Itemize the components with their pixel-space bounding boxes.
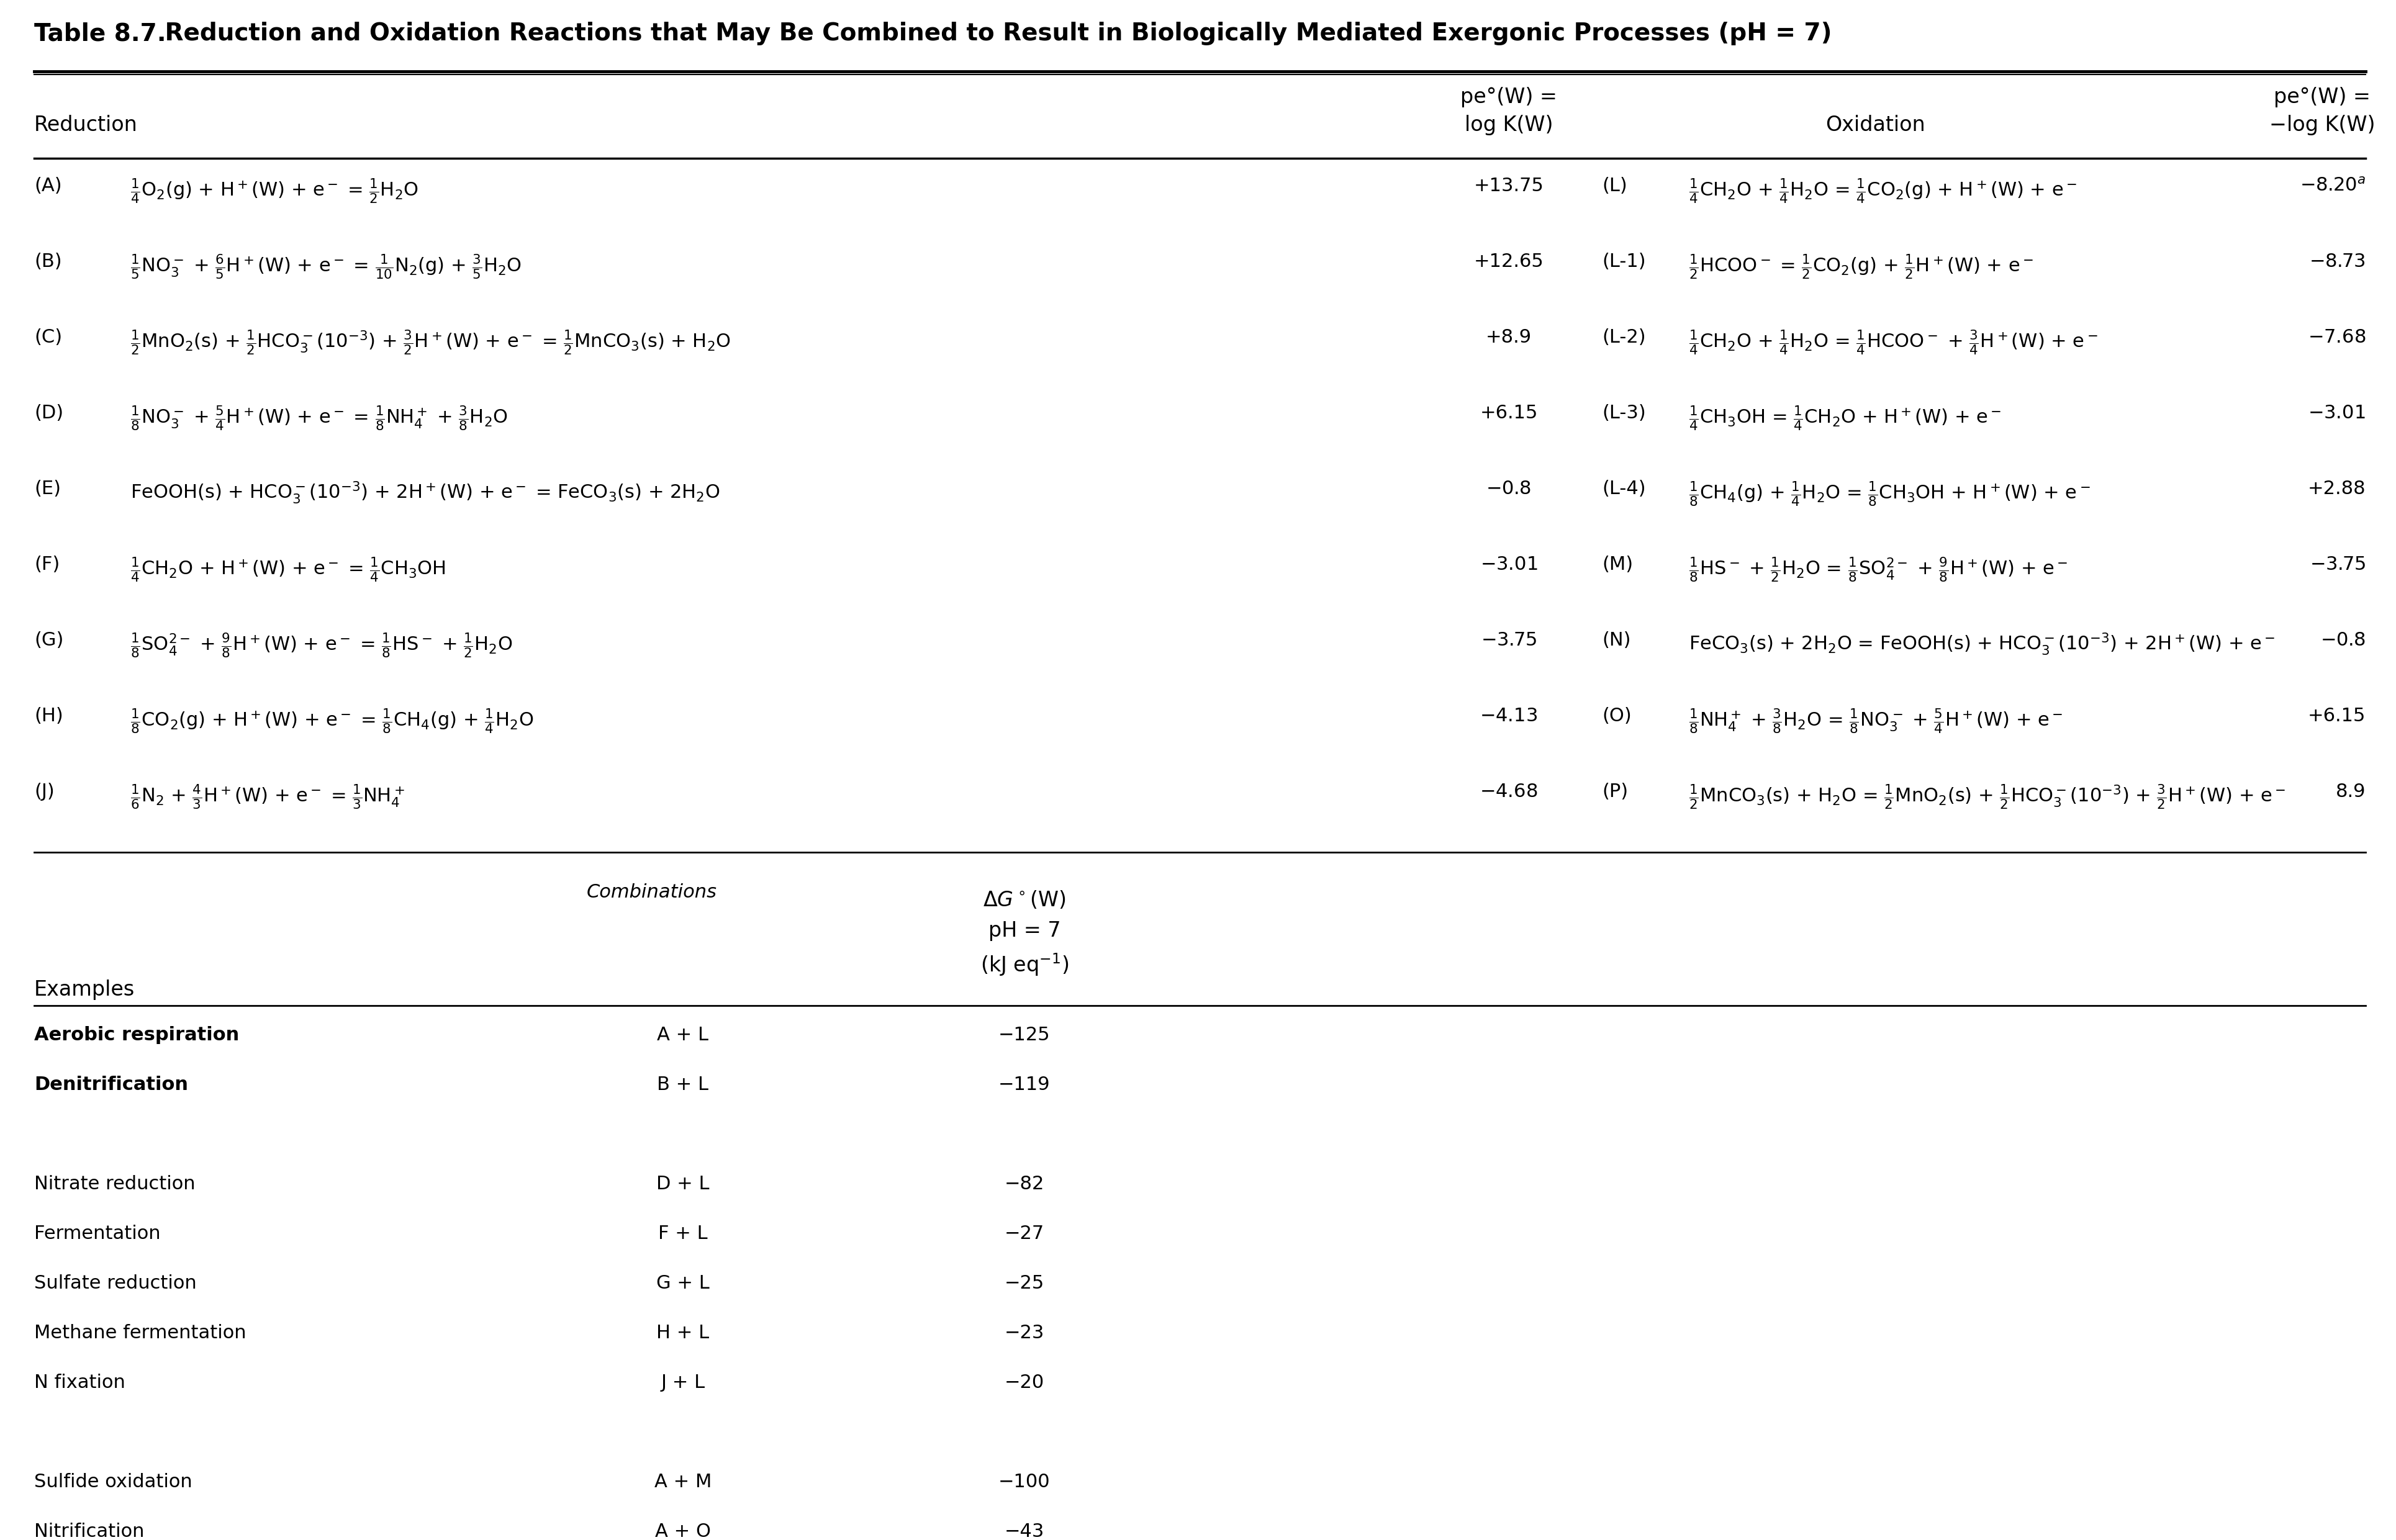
Text: A + O: A + O <box>654 1523 712 1540</box>
Text: $\frac{1}{8}$NH$_4^+$ + $\frac{3}{8}$H$_2$O = $\frac{1}{8}$NO$_3^-$ + $\frac{5}{: $\frac{1}{8}$NH$_4^+$ + $\frac{3}{8}$H$_… <box>1689 707 2063 735</box>
Text: (kJ eq$^{-1}$): (kJ eq$^{-1}$) <box>980 952 1069 978</box>
Text: −43: −43 <box>1004 1523 1045 1540</box>
Text: +8.9: +8.9 <box>1486 328 1531 346</box>
Text: $-$3.75: $-$3.75 <box>2310 556 2365 573</box>
Text: $\frac{1}{4}$O$_2$(g) + H$^+$(W) + e$^-$ = $\frac{1}{2}$H$_2$O: $\frac{1}{4}$O$_2$(g) + H$^+$(W) + e$^-$… <box>129 177 419 205</box>
Text: Methane fermentation: Methane fermentation <box>34 1324 247 1341</box>
Text: FeOOH(s) + HCO$_3^-$(10$^{-3}$) + 2H$^+$(W) + e$^-$ = FeCO$_3$(s) + 2H$_2$O: FeOOH(s) + HCO$_3^-$(10$^{-3}$) + 2H$^+$… <box>129 480 719 505</box>
Text: (L-1): (L-1) <box>1603 253 1646 271</box>
Text: Oxidation: Oxidation <box>1826 116 1924 136</box>
Text: D + L: D + L <box>657 1175 709 1194</box>
Text: J + L: J + L <box>661 1374 704 1392</box>
Text: +6.15: +6.15 <box>1481 403 1538 422</box>
Text: $\frac{1}{4}$CH$_2$O + H$^+$(W) + e$^-$ = $\frac{1}{4}$CH$_3$OH: $\frac{1}{4}$CH$_2$O + H$^+$(W) + e$^-$ … <box>129 556 446 584</box>
Text: Fermentation: Fermentation <box>34 1224 161 1243</box>
Text: (O): (O) <box>1603 707 1632 725</box>
Text: Aerobic respiration: Aerobic respiration <box>34 1026 240 1044</box>
Text: $-$7.68: $-$7.68 <box>2307 328 2365 346</box>
Text: G + L: G + L <box>657 1274 709 1292</box>
Text: Nitrate reduction: Nitrate reduction <box>34 1175 196 1194</box>
Text: $\frac{1}{8}$CH$_4$(g) + $\frac{1}{4}$H$_2$O = $\frac{1}{8}$CH$_3$OH + H$^+$(W) : $\frac{1}{8}$CH$_4$(g) + $\frac{1}{4}$H$… <box>1689 480 2089 508</box>
Text: (C): (C) <box>34 328 62 346</box>
Text: H + L: H + L <box>657 1324 709 1341</box>
Text: −100: −100 <box>999 1472 1049 1491</box>
Text: Reduction: Reduction <box>34 116 137 136</box>
Text: pe°(W) =: pe°(W) = <box>1462 86 1557 108</box>
Text: Combinations: Combinations <box>587 884 716 901</box>
Text: (J): (J) <box>34 782 55 801</box>
Text: −119: −119 <box>999 1076 1049 1093</box>
Text: $\frac{1}{8}$SO$_4^{2-}$ + $\frac{9}{8}$H$^+$(W) + e$^-$ = $\frac{1}{8}$HS$^-$ +: $\frac{1}{8}$SO$_4^{2-}$ + $\frac{9}{8}$… <box>129 631 513 659</box>
Text: +6.15: +6.15 <box>2307 707 2365 725</box>
Text: Sulfide oxidation: Sulfide oxidation <box>34 1472 192 1491</box>
Text: 8.9: 8.9 <box>2336 782 2365 801</box>
Text: $-$0.8: $-$0.8 <box>1486 480 1531 497</box>
Text: (B): (B) <box>34 253 62 271</box>
Text: Reduction and Oxidation Reactions that May Be Combined to Result in Biologically: Reduction and Oxidation Reactions that M… <box>139 22 1833 45</box>
Text: $-$3.01: $-$3.01 <box>1481 556 1538 573</box>
Text: (L): (L) <box>1603 177 1627 196</box>
Text: (F): (F) <box>34 556 60 573</box>
Text: −23: −23 <box>1004 1324 1045 1341</box>
Text: −125: −125 <box>999 1026 1049 1044</box>
Text: (H): (H) <box>34 707 62 725</box>
Text: (P): (P) <box>1603 782 1627 801</box>
Text: +13.75: +13.75 <box>1474 177 1543 196</box>
Text: $\frac{1}{4}$CH$_2$O + $\frac{1}{4}$H$_2$O = $\frac{1}{4}$HCOO$^-$ + $\frac{3}{4: $\frac{1}{4}$CH$_2$O + $\frac{1}{4}$H$_2… <box>1689 328 2099 357</box>
Text: −20: −20 <box>1004 1374 1045 1392</box>
Text: Nitrification: Nitrification <box>34 1523 144 1540</box>
Text: F + L: F + L <box>659 1224 707 1243</box>
Text: $\frac{1}{2}$MnCO$_3$(s) + H$_2$O = $\frac{1}{2}$MnO$_2$(s) + $\frac{1}{2}$HCO$_: $\frac{1}{2}$MnCO$_3$(s) + H$_2$O = $\fr… <box>1689 782 2286 812</box>
Text: $\frac{1}{2}$MnO$_2$(s) + $\frac{1}{2}$HCO$_3^-$(10$^{-3}$) + $\frac{3}{2}$H$^+$: $\frac{1}{2}$MnO$_2$(s) + $\frac{1}{2}$H… <box>129 328 731 357</box>
Text: $\frac{1}{8}$HS$^-$ + $\frac{1}{2}$H$_2$O = $\frac{1}{8}$SO$_4^{2-}$ + $\frac{9}: $\frac{1}{8}$HS$^-$ + $\frac{1}{2}$H$_2$… <box>1689 556 2068 584</box>
Text: A + L: A + L <box>657 1026 709 1044</box>
Text: Denitrification: Denitrification <box>34 1076 189 1093</box>
Text: $-$4.68: $-$4.68 <box>1481 782 1538 801</box>
Text: (D): (D) <box>34 403 62 422</box>
Text: N fixation: N fixation <box>34 1374 125 1392</box>
Text: pe°(W) =: pe°(W) = <box>2274 86 2370 108</box>
Text: $\frac{1}{4}$CH$_3$OH = $\frac{1}{4}$CH$_2$O + H$^+$(W) + e$^-$: $\frac{1}{4}$CH$_3$OH = $\frac{1}{4}$CH$… <box>1689 403 2001 433</box>
Text: $-$8.73: $-$8.73 <box>2310 253 2365 271</box>
Text: log K(W): log K(W) <box>1464 116 1553 136</box>
Text: $\frac{1}{4}$CH$_2$O + $\frac{1}{4}$H$_2$O = $\frac{1}{4}$CO$_2$(g) + H$^+$(W) +: $\frac{1}{4}$CH$_2$O + $\frac{1}{4}$H$_2… <box>1689 177 2077 205</box>
Text: $\frac{1}{8}$CO$_2$(g) + H$^+$(W) + e$^-$ = $\frac{1}{8}$CH$_4$(g) + $\frac{1}{4: $\frac{1}{8}$CO$_2$(g) + H$^+$(W) + e$^-… <box>129 707 534 735</box>
Text: (L-4): (L-4) <box>1603 480 1646 497</box>
Text: (E): (E) <box>34 480 60 497</box>
Text: Sulfate reduction: Sulfate reduction <box>34 1274 196 1292</box>
Text: FeCO$_3$(s) + 2H$_2$O = FeOOH(s) + HCO$_3^-$(10$^{-3}$) + 2H$^+$(W) + e$^-$: FeCO$_3$(s) + 2H$_2$O = FeOOH(s) + HCO$_… <box>1689 631 2274 656</box>
Text: $\frac{1}{5}$NO$_3^-$ + $\frac{6}{5}$H$^+$(W) + e$^-$ = $\frac{1}{10}$N$_2$(g) +: $\frac{1}{5}$NO$_3^-$ + $\frac{6}{5}$H$^… <box>129 253 522 280</box>
Text: +2.88: +2.88 <box>2307 480 2365 497</box>
Text: +12.65: +12.65 <box>1474 253 1543 271</box>
Text: Examples: Examples <box>34 979 134 999</box>
Text: $-$3.75: $-$3.75 <box>1481 631 1536 650</box>
Text: $\frac{1}{8}$NO$_3^-$ + $\frac{5}{4}$H$^+$(W) + e$^-$ = $\frac{1}{8}$NH$_4^+$ + : $\frac{1}{8}$NO$_3^-$ + $\frac{5}{4}$H$^… <box>129 403 508 433</box>
Text: (A): (A) <box>34 177 62 196</box>
Text: (G): (G) <box>34 631 65 650</box>
Text: −log K(W): −log K(W) <box>2269 116 2374 136</box>
Text: $-$0.8: $-$0.8 <box>2319 631 2365 650</box>
Text: (N): (N) <box>1603 631 1632 650</box>
Text: (L-2): (L-2) <box>1603 328 1646 346</box>
Text: B + L: B + L <box>657 1076 709 1093</box>
Text: pH = 7: pH = 7 <box>987 921 1061 941</box>
Text: (M): (M) <box>1603 556 1634 573</box>
Text: −27: −27 <box>1004 1224 1045 1243</box>
Text: −82: −82 <box>1004 1175 1045 1194</box>
Text: $\frac{1}{2}$HCOO$^-$ = $\frac{1}{2}$CO$_2$(g) + $\frac{1}{2}$H$^+$(W) + e$^-$: $\frac{1}{2}$HCOO$^-$ = $\frac{1}{2}$CO$… <box>1689 253 2034 280</box>
Text: −25: −25 <box>1004 1274 1045 1292</box>
Text: (L-3): (L-3) <box>1603 403 1646 422</box>
Text: $-$3.01: $-$3.01 <box>2307 403 2365 422</box>
Text: Table 8.7.: Table 8.7. <box>34 22 165 45</box>
Text: $\frac{1}{6}$N$_2$ + $\frac{4}{3}$H$^+$(W) + e$^-$ = $\frac{1}{3}$NH$_4^+$: $\frac{1}{6}$N$_2$ + $\frac{4}{3}$H$^+$(… <box>129 782 405 812</box>
Text: A + M: A + M <box>654 1472 712 1491</box>
Text: $-$8.20$^a$: $-$8.20$^a$ <box>2300 177 2365 196</box>
Text: $-$4.13: $-$4.13 <box>1481 707 1538 725</box>
Text: $\Delta G^\circ$(W): $\Delta G^\circ$(W) <box>982 890 1066 910</box>
